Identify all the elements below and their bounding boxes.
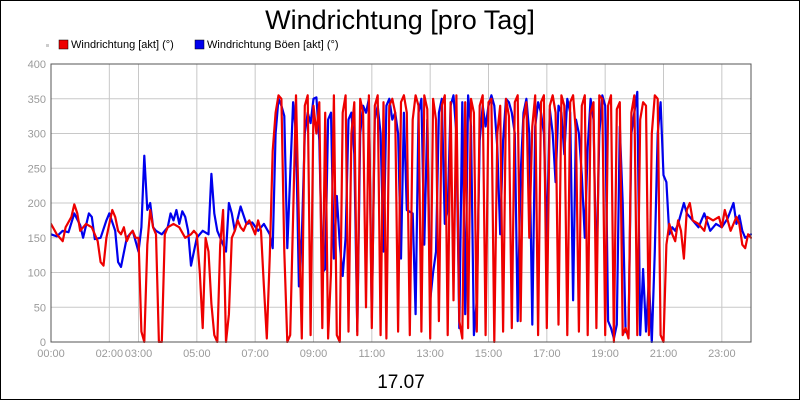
series-line-direction <box>51 94 752 343</box>
y-tick-label: 350 <box>28 94 46 106</box>
series-layer <box>51 90 752 343</box>
y-tick-label: 250 <box>28 163 46 175</box>
x-tick-label: 19:00 <box>591 348 619 360</box>
y-tick-label: 50 <box>34 302 46 314</box>
x-tick-label: 11:00 <box>358 348 385 360</box>
y-axis-ticks: 0 50 100 150 200 250 300 350 400 <box>28 59 46 349</box>
x-tick-label: 15:00 <box>475 348 503 360</box>
y-tick-label: 150 <box>28 233 46 245</box>
y-tick-label: 100 <box>28 268 46 280</box>
x-tick-label: 09:00 <box>300 348 328 360</box>
x-tick-label: 03:00 <box>125 348 153 360</box>
x-axis-ticks: 00:00 02:00 03:00 05:00 07:00 09:00 11:00 13:00… <box>37 348 735 360</box>
y-tick-label: 400 <box>28 59 46 71</box>
legend-label-current: Windrichtung [akt] (°) <box>71 39 174 51</box>
y-tick-label: 200 <box>28 198 46 210</box>
x-tick-label: 05:00 <box>183 348 211 360</box>
legend-label-gusts: Windrichtung Böen [akt] (°) <box>207 39 339 51</box>
y-tick-label: 300 <box>28 129 46 141</box>
x-tick-label: 02:00 <box>96 348 124 360</box>
legend-swatch-current <box>58 39 69 50</box>
legend-swatch-gusts <box>194 39 205 50</box>
y-tick-label: 0 <box>40 337 46 349</box>
x-tick-label: 13:00 <box>416 348 444 360</box>
legend-marker-dot <box>46 44 49 47</box>
chart-title: Windrichtung [pro Tag] <box>265 5 535 35</box>
x-tick-label: 00:00 <box>37 348 65 360</box>
chart-legend: Windrichtung [akt] (°) Windrichtung Böen… <box>46 39 339 51</box>
x-axis-date-label: 17.07 <box>377 372 425 393</box>
x-tick-label: 23:00 <box>708 348 736 360</box>
plot-border <box>50 63 752 343</box>
x-tick-label: 21:00 <box>650 348 678 360</box>
x-tick-label: 07:00 <box>241 348 269 360</box>
x-tick-label: 17:00 <box>533 348 561 360</box>
